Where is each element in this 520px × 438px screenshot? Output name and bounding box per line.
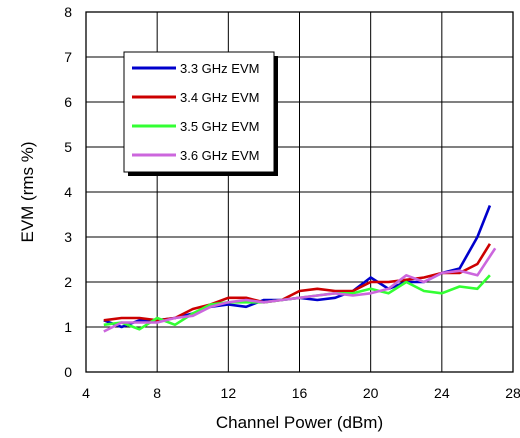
y-tick-label: 2 xyxy=(64,274,72,290)
plot-frame xyxy=(85,11,514,373)
y-axis-title: EVM (rms %) xyxy=(18,141,37,242)
x-tick-label: 28 xyxy=(505,385,520,401)
y-tick-label: 8 xyxy=(64,4,72,20)
legend-label-3-4-ghz-evm: 3.4 GHz EVM xyxy=(180,90,259,105)
x-tick-label: 12 xyxy=(221,385,237,401)
y-tick-label: 7 xyxy=(64,49,72,65)
legend-label-3-3-ghz-evm: 3.3 GHz EVM xyxy=(180,61,259,76)
legend-label-3-6-ghz-evm: 3.6 GHz EVM xyxy=(180,148,259,163)
series-line-3-6-ghz-evm xyxy=(103,247,497,333)
y-tick-label: 4 xyxy=(64,184,72,200)
y-tick-label: 5 xyxy=(64,139,72,155)
y-tick-label: 1 xyxy=(64,319,72,335)
y-tick-label: 0 xyxy=(64,364,72,380)
series-line-3-3-ghz-evm xyxy=(103,205,492,329)
legend: 3.3 GHz EVM 3.4 GHz EVM 3.5 GHz EVM 3.6 GHz… xyxy=(123,51,278,176)
y-tick-label: 3 xyxy=(64,229,72,245)
x-axis-title: Channel Power (dBm) xyxy=(216,413,383,432)
x-tick-label: 8 xyxy=(153,385,161,401)
x-tick-label: 20 xyxy=(363,385,379,401)
legend-label-3-5-ghz-evm: 3.5 GHz EVM xyxy=(180,119,259,134)
y-tick-label: 6 xyxy=(64,94,72,110)
x-tick-label: 16 xyxy=(292,385,308,401)
series-lines xyxy=(103,205,497,333)
x-tick-label: 24 xyxy=(434,385,450,401)
legend-box xyxy=(123,51,275,173)
x-tick-label: 4 xyxy=(82,385,90,401)
grid xyxy=(85,11,514,373)
